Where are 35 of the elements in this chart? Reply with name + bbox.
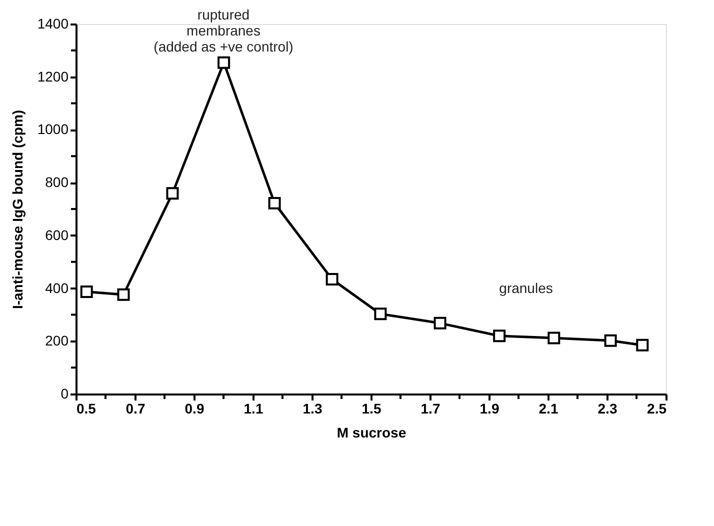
x-tick-label: 1.5: [362, 400, 382, 416]
x-tick-label: 2.1: [538, 400, 558, 416]
x-tick-label: 2.5: [647, 400, 667, 416]
y-tick-label: 800: [45, 174, 69, 190]
x-tick-label: 0.9: [184, 400, 204, 416]
point: [326, 273, 338, 286]
point: [493, 330, 506, 342]
y-tick-label: 200: [45, 332, 69, 349]
point: [80, 285, 93, 298]
x-tick-label: 1.9: [480, 400, 500, 416]
point: [117, 288, 130, 301]
y-tick-label: 1400: [37, 16, 69, 32]
x-tick-label: 2.3: [598, 400, 618, 416]
point: [218, 56, 230, 69]
point: [604, 334, 617, 347]
point: [548, 332, 560, 344]
y-tick-label: 0: [60, 386, 69, 402]
x-axis-title: M sucrose: [336, 424, 406, 440]
point: [374, 308, 387, 320]
x-tick-label: 1.3: [302, 400, 322, 416]
y-tick-label: 600: [45, 226, 69, 243]
point: [434, 316, 446, 330]
point: [636, 338, 649, 352]
x-tick-label: 1.1: [244, 400, 264, 416]
point: [166, 187, 179, 200]
x-tick-label: 0.7: [126, 400, 146, 416]
y-tick-label: 400: [45, 280, 69, 296]
point: [268, 196, 281, 210]
y-tick-label: 1000: [37, 121, 69, 138]
y-axis-title: I-anti-mouse IgG bound (cpm): [9, 110, 26, 310]
x-tick-label: 0.5: [76, 400, 96, 416]
annotation: granules: [499, 280, 553, 296]
x-tick-label: 1.7: [420, 400, 440, 416]
y-tick-label: 1200: [37, 68, 69, 84]
annotation: ruptured membranes (added as +ve control): [154, 6, 294, 55]
